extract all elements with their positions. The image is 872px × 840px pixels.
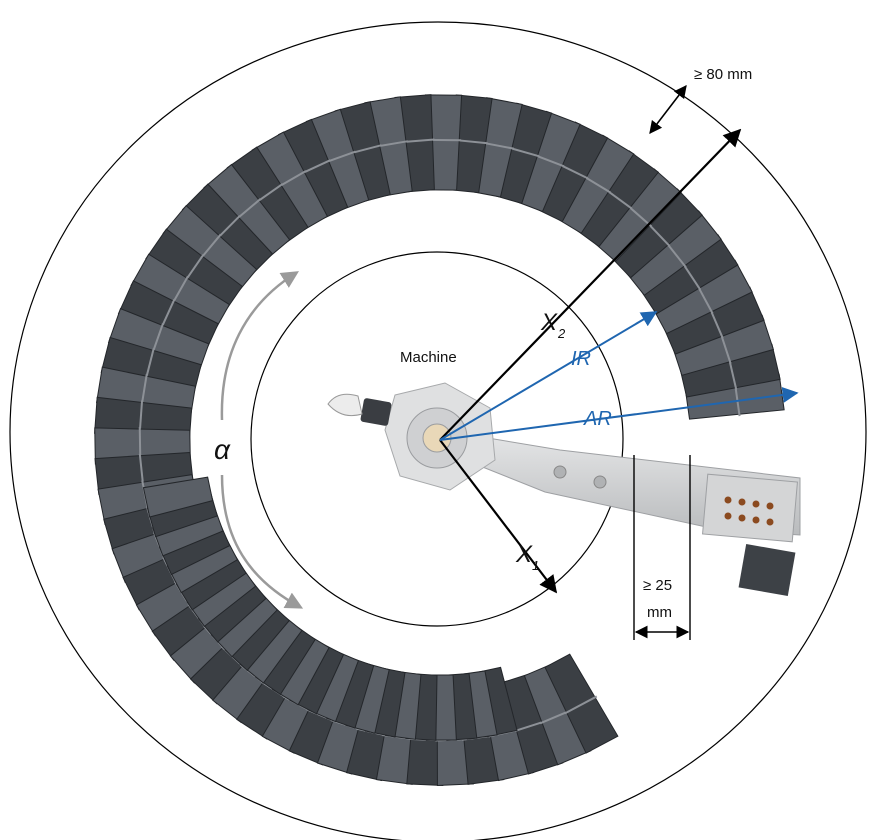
chain-link — [142, 476, 214, 518]
bolt-1 — [553, 465, 567, 479]
ar-label: AR — [583, 408, 612, 430]
x1-label: X 1 — [515, 541, 539, 573]
bolt-2 — [593, 475, 607, 489]
x2-label: X 2 — [540, 309, 566, 341]
x2-line — [439, 128, 742, 441]
ir-line — [439, 311, 658, 441]
machine-circle — [250, 251, 624, 627]
center-hub — [327, 382, 496, 491]
end-bracket-holes — [724, 496, 774, 526]
side-clearance-unit: mm — [647, 604, 672, 621]
arm-mount-block — [738, 543, 796, 597]
outer-clearance-arrow — [649, 84, 687, 135]
svg-text:2: 2 — [557, 326, 566, 341]
alpha-arrow-down — [220, 474, 304, 609]
machine-label: Machine — [400, 349, 457, 366]
outer-clearance-label: ≥ 80 mm — [694, 66, 752, 83]
cable-plug — [327, 393, 363, 417]
ir-label: IR — [571, 348, 591, 370]
chain-crossbar — [564, 695, 598, 715]
cable-connector — [360, 398, 392, 426]
svg-text:X: X — [540, 309, 558, 336]
outer-clearance-circle — [9, 21, 867, 840]
arm-end-bracket — [702, 473, 798, 543]
rotating-arm — [439, 429, 801, 597]
energy-chain — [94, 94, 785, 786]
x1-line — [439, 439, 558, 594]
svg-text:X: X — [515, 541, 533, 568]
side-clearance-value: ≥ 25 — [643, 577, 672, 594]
ar-line — [439, 386, 799, 441]
alpha-label: α — [214, 434, 231, 465]
svg-text:1: 1 — [532, 558, 539, 573]
alpha-arrow-up — [220, 271, 299, 421]
